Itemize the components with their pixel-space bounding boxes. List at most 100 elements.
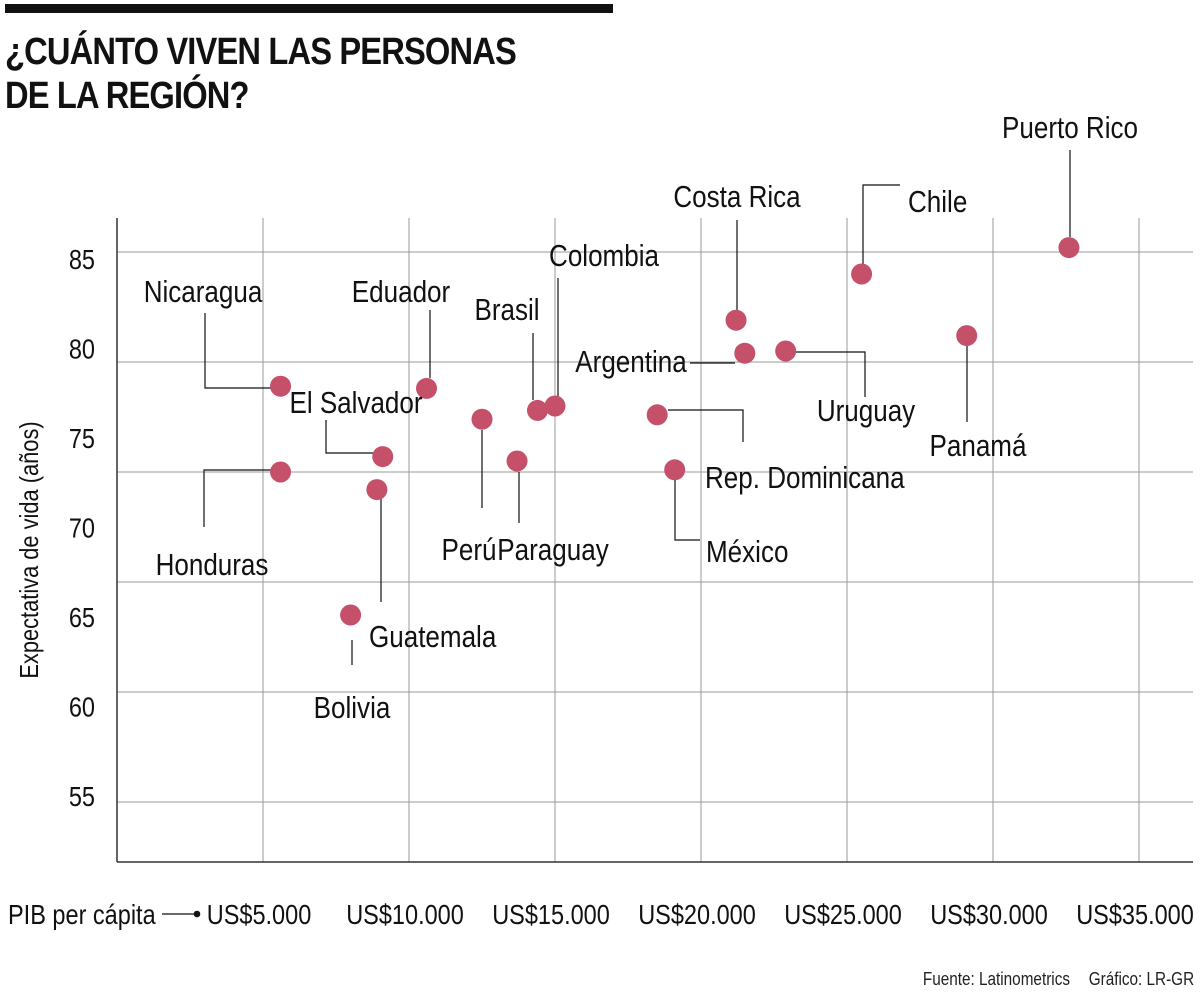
y-axis-title: Expectativa de vida (años) [15, 421, 44, 678]
y-tick-label: 60 [69, 693, 95, 723]
y-tick-label-group: 65 [69, 603, 95, 633]
y-tick-label-group: 55 [69, 782, 95, 812]
point-label-group: Guatemala [369, 620, 496, 655]
point-label: Paraguay [497, 533, 609, 568]
point-label-group: Argentina [575, 345, 686, 380]
point-label-group: México [706, 535, 788, 570]
data-point [526, 399, 548, 421]
x-tick-label-group: US$10.000 [346, 900, 464, 930]
point-label: Honduras [156, 548, 269, 583]
point-label-group: Rep. Dominicana [705, 461, 905, 496]
data-point [416, 377, 438, 399]
data-point [340, 604, 362, 626]
source-text: Fuente: Latinometrics [922, 969, 1070, 989]
x-axis-title-group: PIB per cápita [8, 900, 156, 930]
point-label: Panamá [930, 429, 1027, 464]
point-label-group: Perú [442, 533, 497, 568]
data-point [646, 404, 668, 426]
leader-line [862, 184, 900, 264]
point-label-group: El Salvador [289, 386, 423, 421]
point-label-group: Eduador [352, 275, 451, 310]
title-line-2: DE LA REGIÓN? [5, 75, 249, 117]
point-label-group: Brasil [474, 293, 539, 328]
leader-line [203, 469, 271, 527]
data-point [366, 479, 388, 501]
x-tick-label-group: US$20.000 [638, 900, 756, 930]
leader-line [674, 479, 700, 541]
y-tick-label-group: 70 [69, 514, 95, 544]
point-label-group: Puerto Rico [1002, 111, 1138, 146]
x-axis-title: PIB per cápita [8, 900, 156, 930]
y-tick-label: 85 [69, 245, 95, 275]
data-point [270, 375, 292, 397]
point-label: México [706, 535, 788, 570]
y-tick-label: 65 [69, 603, 95, 633]
point-label: Bolivia [314, 691, 391, 726]
y-tick-label: 55 [69, 782, 95, 812]
point-label: Uruguay [817, 394, 916, 429]
data-point [544, 395, 566, 417]
y-tick-label-group: 85 [69, 245, 95, 275]
point-label: Chile [908, 185, 967, 220]
x-tick-label-group: US$15.000 [492, 900, 610, 930]
data-point [270, 461, 292, 483]
x-tick-label: US$30.000 [930, 900, 1048, 930]
leader-line [204, 313, 271, 389]
title-line-1: ¿CUÁNTO VIVEN LAS PERSONAS [5, 31, 517, 73]
point-label-group: Costa Rica [673, 180, 800, 215]
chart-title: ¿CUÁNTO VIVEN LAS PERSONAS DE LA REGIÓN? [5, 30, 555, 118]
point-label-group: Panamá [930, 429, 1027, 464]
leader-line [795, 351, 866, 397]
point-label: Eduador [352, 275, 451, 310]
x-tick-label: US$20.000 [638, 900, 756, 930]
x-tick-label: US$15.000 [492, 900, 610, 930]
point-label: Nicaragua [144, 275, 263, 310]
point-label: Brasil [474, 293, 539, 328]
point-label: Rep. Dominicana [705, 461, 905, 496]
data-point [471, 408, 493, 430]
y-tick-label: 75 [69, 424, 95, 454]
y-tick-label: 70 [69, 514, 95, 544]
x-tick-label-group: US$5.000 [207, 900, 312, 930]
point-label-group: Uruguay [817, 394, 916, 429]
point-label-group: Nicaragua [144, 275, 263, 310]
data-point [664, 459, 686, 481]
point-label-group: Paraguay [497, 533, 609, 568]
point-label-group: Chile [908, 185, 967, 220]
leader-line [668, 409, 744, 442]
point-label: Argentina [575, 345, 686, 380]
data-point [506, 450, 528, 472]
point-label-group: Honduras [156, 548, 269, 583]
data-point [775, 340, 797, 362]
x-axis-leader-dot [193, 910, 201, 918]
data-point [734, 342, 756, 364]
point-label: Colombia [549, 239, 659, 274]
y-tick-label-group: 80 [69, 335, 95, 365]
footer: Fuente: Latinometrics Gráfico: LR-GR [904, 969, 1194, 990]
x-tick-label: US$25.000 [784, 900, 902, 930]
credit-text: Gráfico: LR-GR [1088, 969, 1194, 989]
leader-line [325, 420, 373, 454]
x-tick-label-group: US$25.000 [784, 900, 902, 930]
data-point [851, 263, 873, 285]
point-label: Puerto Rico [1002, 111, 1138, 146]
x-tick-label-group: US$30.000 [930, 900, 1048, 930]
x-tick-label: US$35.000 [1076, 900, 1194, 930]
point-label: El Salvador [289, 386, 423, 421]
point-label-group: Colombia [549, 239, 659, 274]
title-rule [5, 4, 613, 13]
y-tick-label: 80 [69, 335, 95, 365]
x-tick-label-group: US$35.000 [1076, 900, 1194, 930]
point-label: Costa Rica [673, 180, 800, 215]
data-point [725, 309, 747, 331]
x-tick-label: US$10.000 [346, 900, 464, 930]
data-point [956, 325, 978, 347]
point-label: Perú [442, 533, 497, 568]
data-point [372, 446, 394, 468]
x-tick-label: US$5.000 [207, 900, 312, 930]
y-tick-label-group: 75 [69, 424, 95, 454]
point-label: Guatemala [369, 620, 496, 655]
y-tick-label-group: 60 [69, 693, 95, 723]
